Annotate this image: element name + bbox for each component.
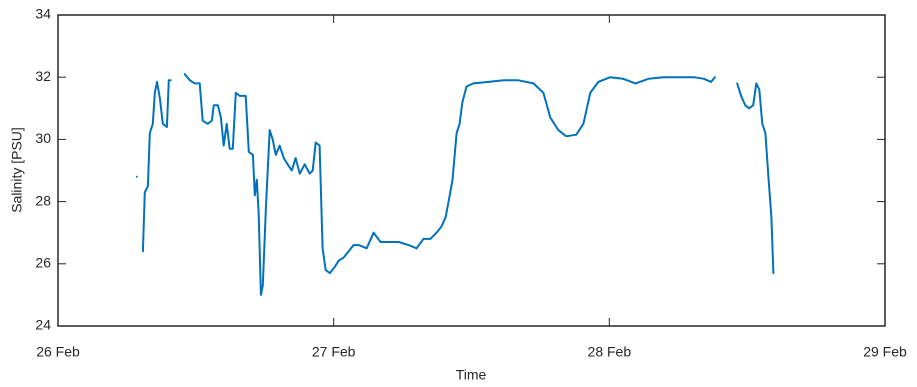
y-tick-label: 34	[35, 6, 51, 22]
y-axis-label: Salinity [PSU]	[9, 127, 25, 213]
y-tick-label: 32	[35, 68, 51, 84]
y-tick-label: 26	[35, 255, 51, 271]
y-tick-label: 24	[35, 317, 51, 333]
y-tick-label: 30	[35, 130, 51, 146]
plot-frame	[57, 14, 886, 327]
x-tick-label: 28 Feb	[588, 344, 632, 360]
salinity-line	[135, 73, 775, 296]
y-tick-label: 28	[35, 192, 51, 208]
x-tick-label: 29 Feb	[863, 344, 907, 360]
x-tick-label: 26 Feb	[36, 344, 80, 360]
x-axis-label: Time	[456, 367, 487, 383]
x-tick-label: 27 Feb	[312, 344, 356, 360]
